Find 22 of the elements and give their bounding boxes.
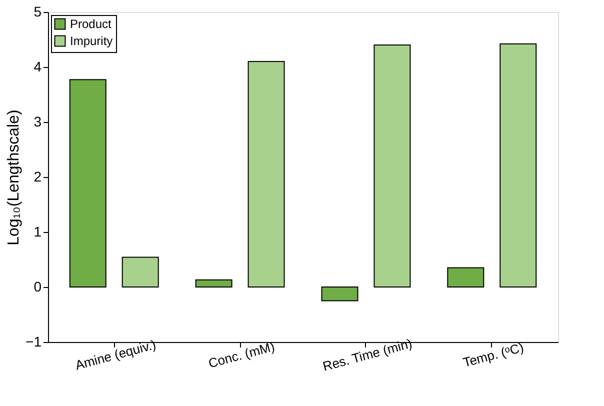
- y-tick-label: 4: [34, 58, 42, 74]
- bar: [69, 79, 106, 288]
- y-tick-label: 3: [34, 114, 42, 130]
- bar: [195, 279, 232, 288]
- bar: [374, 44, 411, 288]
- bar: [248, 61, 285, 288]
- legend-label: Impurity: [70, 34, 113, 48]
- x-tick-label: Res. Time (min): [321, 336, 414, 374]
- y-tick-label: 1: [34, 224, 42, 240]
- x-tick-label: Temp. (ᵒC): [461, 340, 526, 370]
- x-tick-label: Amine (equiv.): [74, 336, 158, 373]
- y-tick-label: 5: [34, 4, 42, 20]
- x-tick-label: Conc. (mM): [206, 338, 276, 371]
- bar: [122, 256, 159, 288]
- bar: [500, 43, 537, 288]
- y-axis-title: Log₁₀(Lengthscale): [6, 110, 23, 246]
- y-tick-label: 0: [34, 278, 42, 294]
- y-tick-label: 2: [34, 168, 42, 184]
- legend-label: Product: [70, 17, 112, 31]
- bar: [447, 267, 484, 288]
- y-tick-label: −1: [26, 334, 42, 350]
- bar: [321, 286, 358, 302]
